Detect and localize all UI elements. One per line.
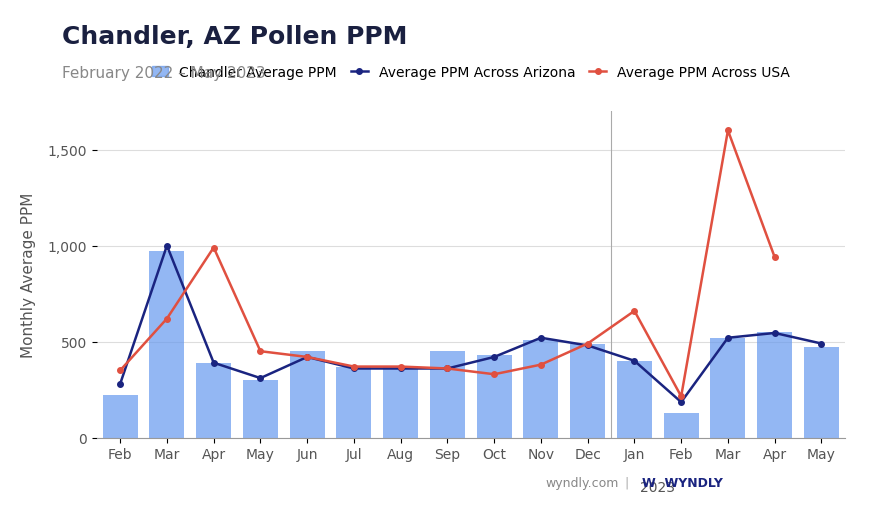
Bar <box>524 340 559 438</box>
Text: February 2022 – May 2023: February 2022 – May 2023 <box>62 66 265 81</box>
Bar <box>804 348 839 438</box>
Y-axis label: Monthly Average PPM: Monthly Average PPM <box>21 192 36 357</box>
Bar <box>664 413 699 438</box>
Text: 2023: 2023 <box>641 480 675 494</box>
Bar <box>290 352 325 438</box>
Bar <box>103 395 137 438</box>
Bar <box>757 332 792 438</box>
Bar <box>336 367 371 438</box>
Bar <box>477 355 511 438</box>
Text: Chandler, AZ Pollen PPM: Chandler, AZ Pollen PPM <box>62 25 407 49</box>
Text: W  WYNDLY: W WYNDLY <box>642 476 723 489</box>
Bar <box>383 367 418 438</box>
Text: wyndly.com: wyndly.com <box>546 476 619 489</box>
Bar <box>243 380 278 438</box>
Bar <box>196 363 231 438</box>
Text: |: | <box>625 476 629 489</box>
Bar <box>430 352 465 438</box>
Bar <box>570 344 605 438</box>
Bar <box>150 252 185 438</box>
Legend: Chandler Average PPM, Average PPM Across Arizona, Average PPM Across USA: Chandler Average PPM, Average PPM Across… <box>146 60 796 86</box>
Bar <box>617 361 652 438</box>
Bar <box>710 338 745 438</box>
